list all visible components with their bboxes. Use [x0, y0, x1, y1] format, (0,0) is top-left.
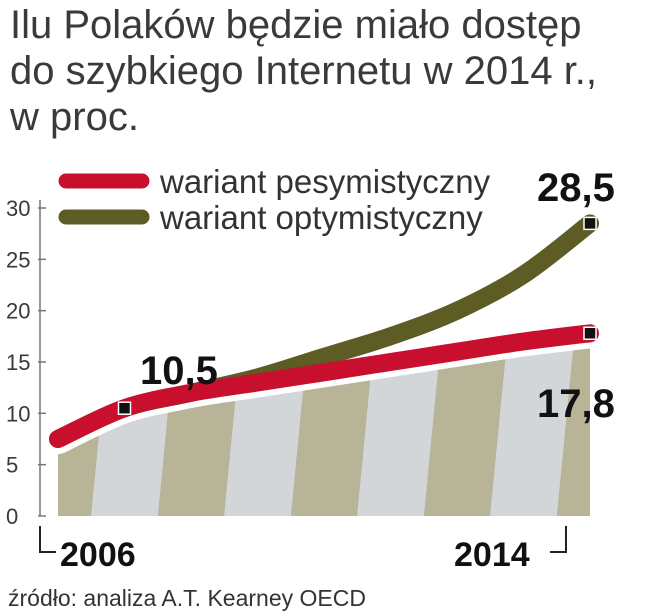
annotation-label-10-5: 10,5 [140, 349, 218, 393]
y-axis: 0 5 10 15 20 25 30 [6, 196, 46, 529]
background-band [623, 208, 656, 516]
annotation-label-28-5: 28,5 [537, 166, 615, 210]
annotation-label-17-8: 17,8 [537, 382, 615, 426]
annotation-marker [583, 216, 597, 231]
legend: wariant pesymistyczny wariant optymistyc… [58, 163, 491, 236]
legend-label-pessimistic: wariant pesymistyczny [159, 163, 491, 200]
chart-title-line-3: w proc. [9, 95, 139, 139]
source-note: źródło: analiza A.T. Kearney OECD [8, 585, 366, 611]
annotation-marker [117, 401, 132, 415]
y-tick-label: 5 [6, 453, 18, 478]
x-axis-bracket-right [550, 526, 567, 553]
chart-title-line-1: Ilu Polaków będzie miało dostęp [10, 3, 581, 47]
background-band [556, 333, 590, 516]
x-tick-label-2006: 2006 [60, 536, 136, 574]
y-tick-label: 25 [6, 247, 30, 272]
x-tick-label-2014: 2014 [454, 536, 530, 574]
background-bands [58, 208, 656, 516]
series-lines [43, 208, 605, 454]
legend-label-optimistic: wariant optymistyczny [159, 199, 483, 236]
annotation-marker [583, 326, 597, 341]
series-line-pessimistic [49, 324, 599, 448]
y-tick-label: 0 [6, 504, 18, 529]
y-tick-label: 15 [6, 350, 30, 375]
y-tick-label: 20 [6, 299, 30, 324]
x-axis-bracket-left [39, 526, 56, 553]
annotation-markers [117, 216, 597, 415]
y-tick-label: 30 [6, 196, 30, 221]
chart-title-line-2: do szybkiego Internetu w 2014 r., [10, 49, 597, 93]
background-band [490, 333, 587, 516]
x-axis: 2006 2014 [39, 526, 567, 574]
y-tick-label: 10 [6, 401, 30, 426]
